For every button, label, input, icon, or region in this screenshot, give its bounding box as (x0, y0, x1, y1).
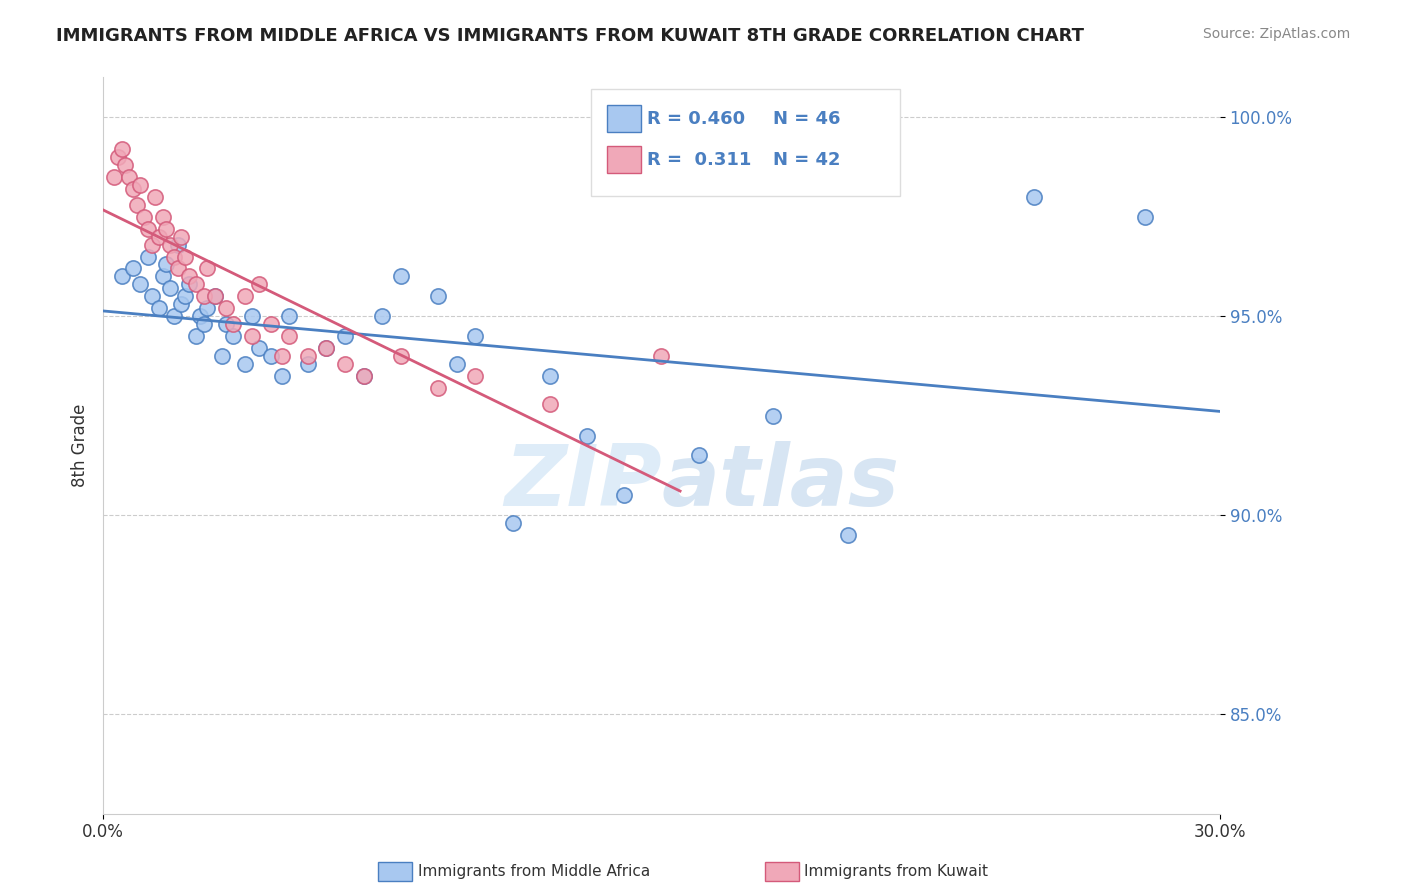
Point (222, 317, 245, 331)
Point (333, 357, 356, 371)
Point (129, 277, 152, 292)
Text: ZIP: ZIP (503, 441, 661, 524)
Point (122, 261, 145, 276)
Point (186, 277, 208, 292)
Point (446, 357, 468, 371)
Point (688, 449, 710, 463)
Point (389, 269, 412, 284)
Point (159, 237, 181, 252)
Point (464, 368, 486, 383)
Point (155, 257, 177, 271)
Point (259, 317, 281, 331)
Point (240, 309, 263, 323)
Point (333, 329, 356, 343)
Point (222, 329, 245, 343)
Point (195, 301, 218, 316)
Text: R = 0.460: R = 0.460 (647, 110, 745, 128)
Point (297, 349, 319, 363)
Point (132, 210, 155, 224)
Point (240, 329, 263, 343)
Point (249, 277, 271, 292)
Point (204, 289, 226, 303)
Text: Immigrants from Kuwait: Immigrants from Kuwait (804, 864, 988, 879)
Point (129, 178, 152, 192)
Text: Source: ZipAtlas.com: Source: ZipAtlas.com (1202, 27, 1350, 41)
Point (270, 349, 292, 363)
Point (163, 309, 186, 323)
Point (141, 289, 163, 303)
Point (103, 169, 125, 184)
Point (215, 317, 238, 331)
Point (259, 349, 281, 363)
Point (195, 261, 218, 276)
Point (249, 341, 271, 355)
Point (163, 250, 186, 264)
Point (152, 210, 174, 224)
Text: N = 46: N = 46 (773, 110, 841, 128)
Point (576, 428, 599, 442)
Point (136, 250, 159, 264)
Point (315, 341, 337, 355)
Point (141, 237, 163, 252)
Point (174, 289, 197, 303)
Point (315, 341, 337, 355)
Point (174, 250, 197, 264)
Point (118, 169, 141, 184)
Point (502, 516, 524, 530)
Point (538, 368, 561, 383)
Text: N = 42: N = 42 (773, 151, 841, 169)
Point (297, 357, 319, 371)
Point (111, 142, 134, 156)
Point (233, 289, 256, 303)
Point (215, 301, 238, 316)
Text: R =  0.311: R = 0.311 (647, 151, 751, 169)
Y-axis label: 8th Grade: 8th Grade (72, 404, 89, 487)
Point (233, 357, 256, 371)
Point (650, 349, 672, 363)
Point (270, 368, 292, 383)
Point (111, 269, 134, 284)
Point (186, 329, 208, 343)
Point (155, 221, 177, 235)
Point (166, 261, 188, 276)
Point (152, 269, 174, 284)
Point (143, 190, 166, 204)
Point (278, 309, 301, 323)
Point (371, 309, 394, 323)
Point (427, 289, 450, 303)
Point (1022, 190, 1045, 204)
Point (136, 221, 159, 235)
Point (193, 289, 215, 303)
Point (148, 229, 170, 244)
Point (278, 329, 301, 343)
Point (125, 198, 148, 212)
Point (170, 229, 193, 244)
Point (204, 289, 226, 303)
Point (177, 277, 200, 292)
Point (177, 269, 200, 284)
Point (837, 528, 859, 542)
Point (762, 409, 785, 423)
Point (538, 397, 561, 411)
Point (464, 329, 486, 343)
Point (107, 150, 129, 164)
Point (353, 368, 375, 383)
Point (1135, 210, 1157, 224)
Point (188, 309, 211, 323)
Text: IMMIGRANTS FROM MIDDLE AFRICA VS IMMIGRANTS FROM KUWAIT 8TH GRADE CORRELATION CH: IMMIGRANTS FROM MIDDLE AFRICA VS IMMIGRA… (56, 27, 1084, 45)
Point (389, 349, 412, 363)
Point (114, 158, 136, 172)
Point (427, 381, 450, 395)
Point (170, 297, 193, 311)
Point (211, 349, 233, 363)
Point (193, 317, 215, 331)
Point (148, 301, 170, 316)
Point (159, 281, 181, 295)
Point (613, 488, 636, 502)
Point (166, 237, 188, 252)
Text: atlas: atlas (661, 441, 900, 524)
Point (353, 368, 375, 383)
Text: Immigrants from Middle Africa: Immigrants from Middle Africa (418, 864, 650, 879)
Point (122, 182, 145, 196)
